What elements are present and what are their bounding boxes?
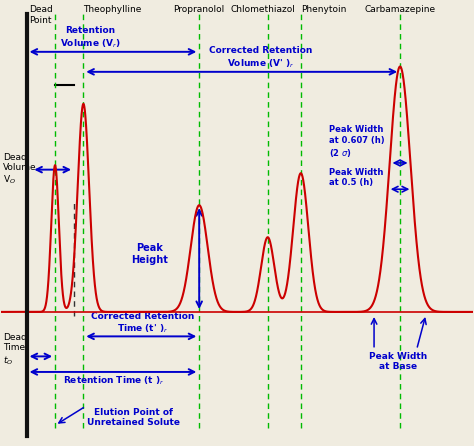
Text: Dead
Time
$t_O$: Dead Time $t_O$ — [3, 333, 27, 367]
Text: Retention Time (t )$_r$: Retention Time (t )$_r$ — [64, 374, 165, 387]
Text: Dead
Point: Dead Point — [29, 5, 53, 25]
Text: Peak Width
at Base: Peak Width at Base — [369, 352, 427, 372]
Text: Dead
Volume
V$_O$: Dead Volume V$_O$ — [3, 153, 36, 186]
Text: Propranolol: Propranolol — [173, 5, 225, 14]
Text: Theophylline: Theophylline — [83, 5, 142, 14]
Text: Corrected Retention
Time (t' )$_r$: Corrected Retention Time (t' )$_r$ — [91, 312, 194, 335]
Text: Elution Point of
Unretained Solute: Elution Point of Unretained Solute — [87, 408, 180, 427]
Text: Peak Width
at 0.5 (h): Peak Width at 0.5 (h) — [329, 168, 383, 187]
Text: Retention
Volume (V$_r$): Retention Volume (V$_r$) — [60, 26, 121, 50]
Text: Phenytoin: Phenytoin — [301, 5, 346, 14]
Text: Corrected Retention
Volume (V' )$_r$: Corrected Retention Volume (V' )$_r$ — [209, 46, 312, 70]
Text: Chlomethiazol: Chlomethiazol — [230, 5, 295, 14]
Text: Peak
Height: Peak Height — [131, 244, 168, 265]
Text: Carbamazepine: Carbamazepine — [365, 5, 436, 14]
Text: Peak Width
at 0.607 (h)
(2 $\sigma$): Peak Width at 0.607 (h) (2 $\sigma$) — [329, 125, 385, 158]
